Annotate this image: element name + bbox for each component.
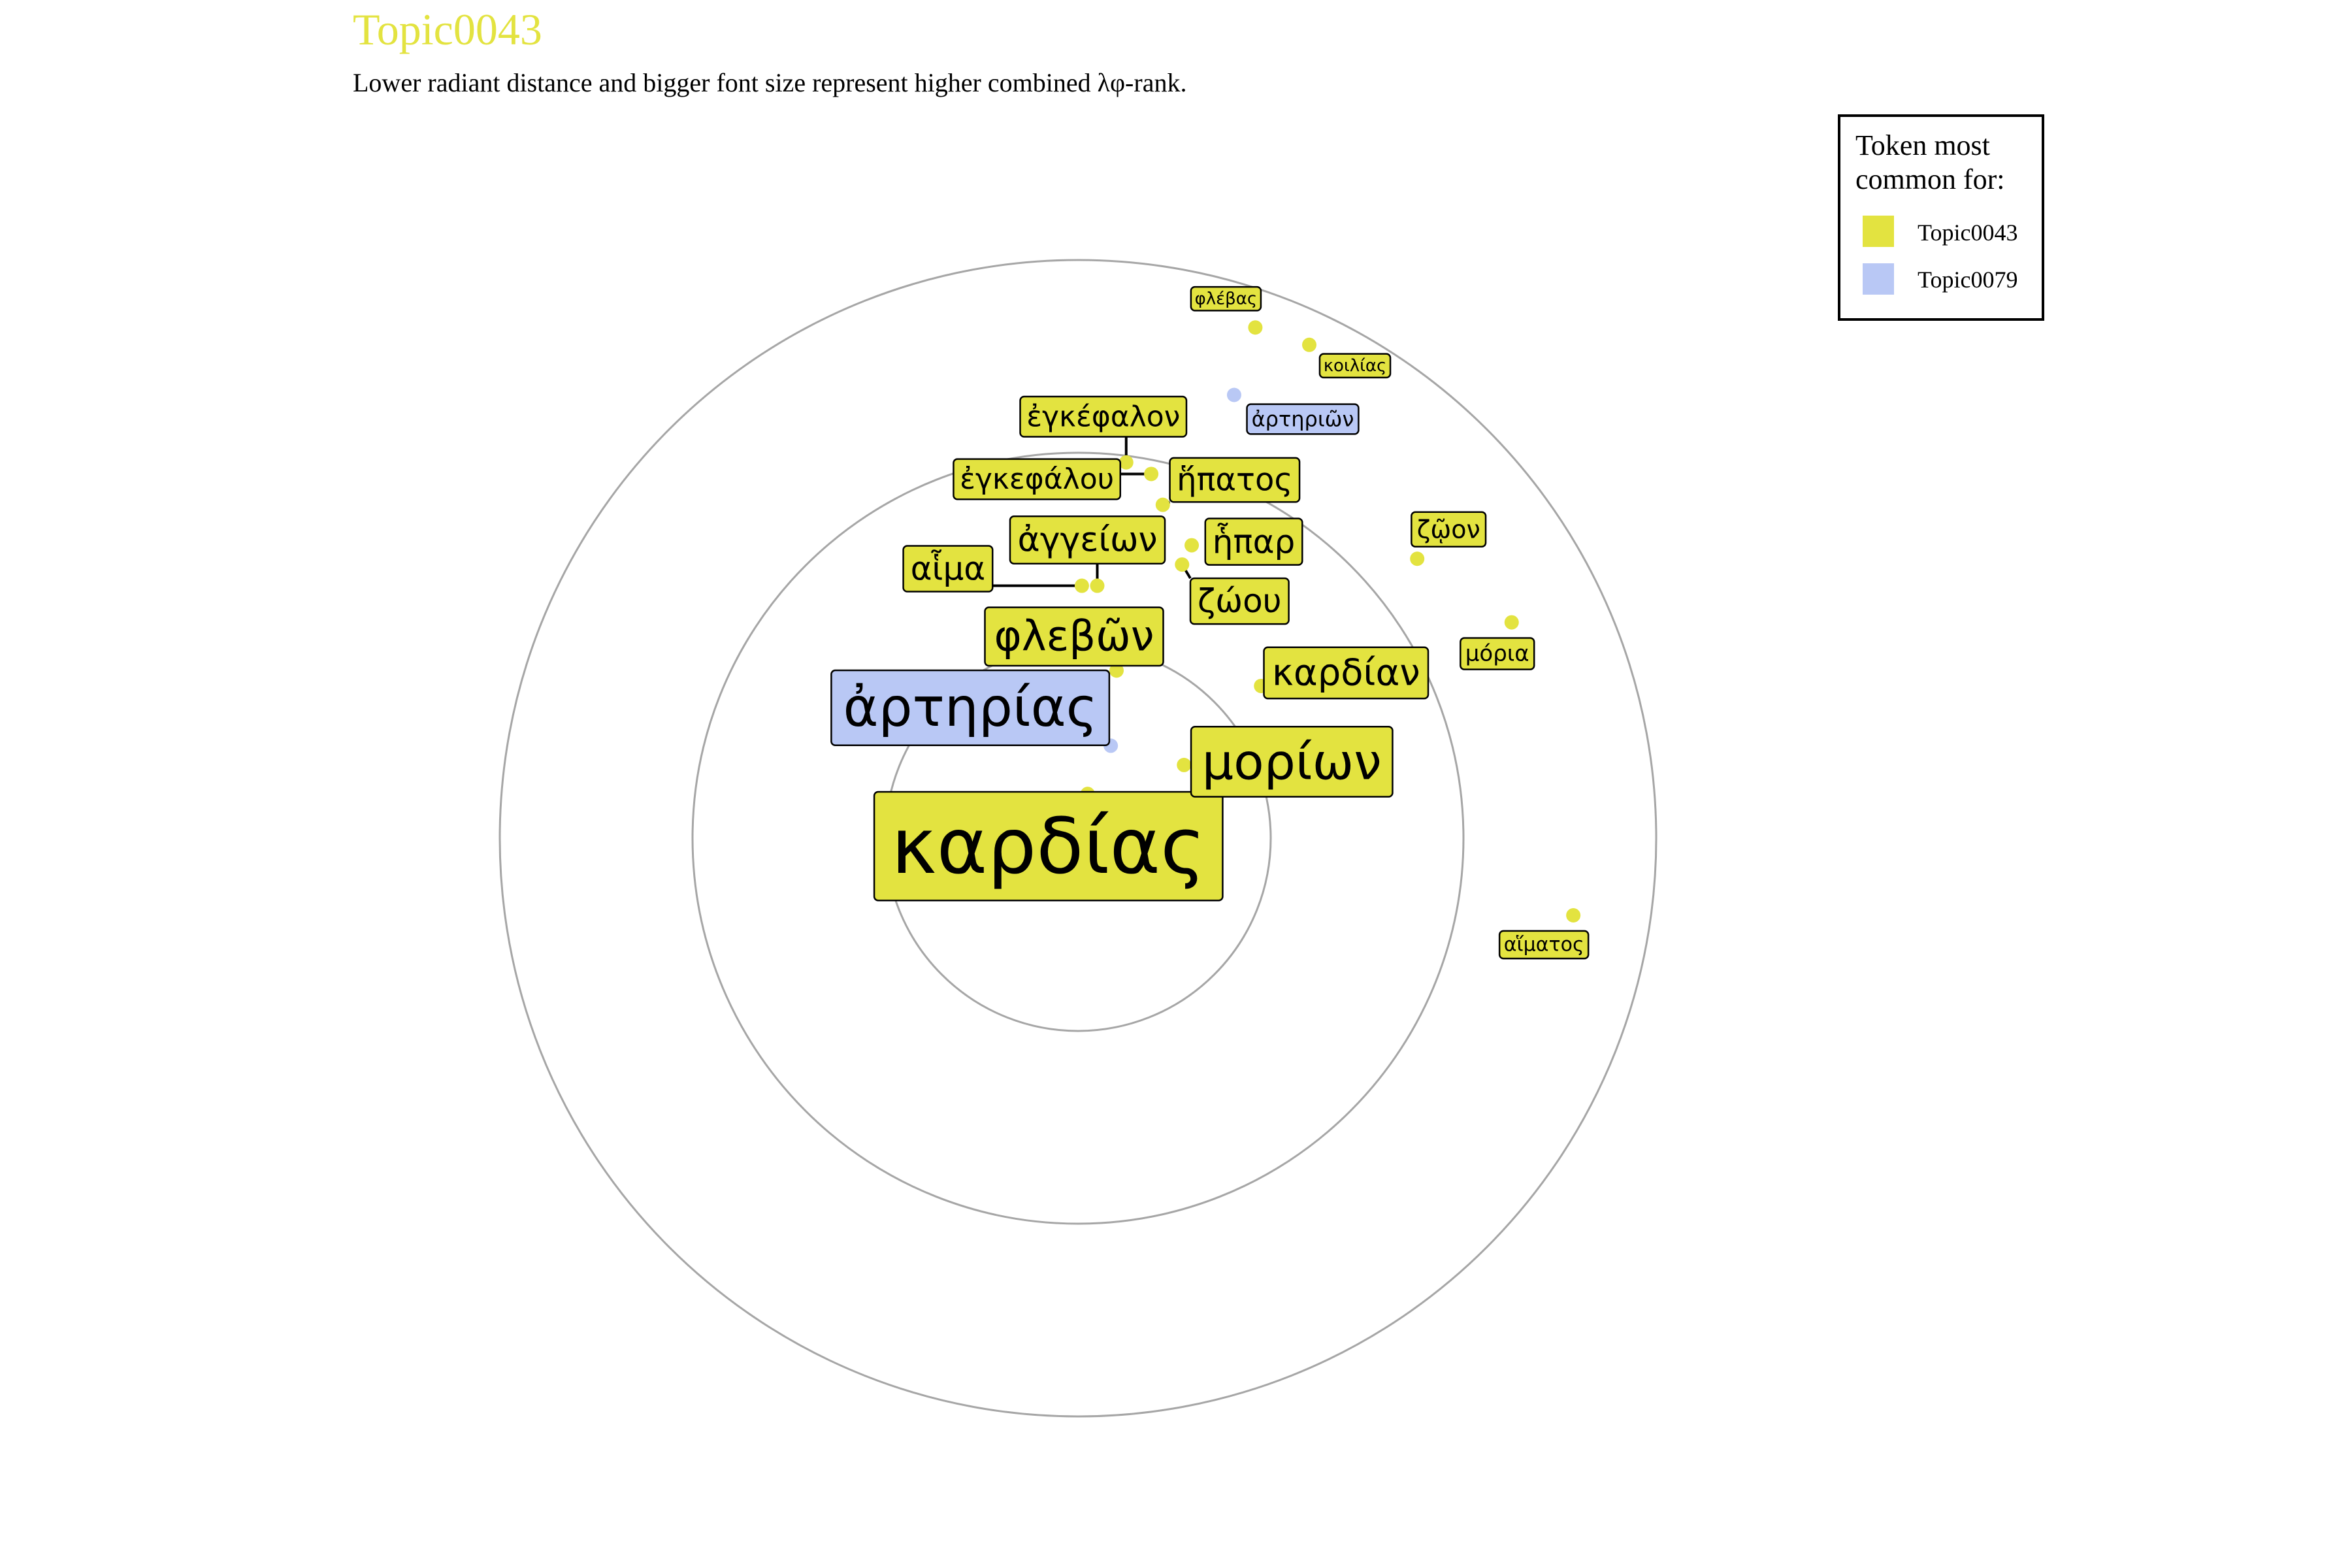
token-label-box [873,791,1224,902]
token-point [1144,466,1159,482]
token-label-box [953,458,1122,500]
token-label-text: καρδίαν [1272,651,1420,694]
token-label-text: ζῷον [1417,515,1480,544]
token-point [1566,908,1581,923]
token-label-box [1318,353,1392,379]
token-label-box [1498,930,1590,960]
token-point [1504,615,1519,630]
token-label-text: αἷμα [911,550,986,588]
token-label: ζώου [1189,577,1290,625]
chart-subtitle: Lower radiant distance and bigger font s… [353,68,1186,97]
token-label-box [1460,637,1535,670]
token-point [1175,557,1190,572]
token-label-text: ἧπαρ [1213,523,1296,561]
token-label: φλεβῶν [984,606,1164,667]
legend-label-topic0043: Topic0043 [1918,220,2017,246]
token-label: μόρια [1460,637,1535,670]
legend: Token most common for: Topic0043 Topic00… [1838,114,2044,321]
token-label-box [1169,457,1301,503]
token-label-text: ἥπατος [1177,462,1292,498]
token-point [1155,497,1170,512]
ring-3 [498,259,1658,1418]
token-label: ἀγγείων [1009,515,1166,565]
chart-title: Topic0043 [353,5,542,54]
token-label-box [1411,511,1487,548]
token-label-box [1189,577,1290,625]
token-point [1226,387,1241,402]
legend-swatch-topic0043 [1863,216,1894,247]
token-label-text: μόρια [1465,641,1529,667]
token-label: καρδίαν [1263,646,1429,700]
token-label-text: ἀγγείων [1017,521,1157,560]
token-label-text: ἐγκεφάλου [960,463,1114,496]
legend-title-line-1: Token most [1855,129,1990,161]
token-label: ἧπαρ [1204,517,1303,566]
token-label-text: κοιλίας [1324,356,1387,376]
token-point [1410,551,1425,566]
token-label-box [1009,515,1166,565]
token-label-box [1190,286,1262,312]
token-label-text: αἵματος [1504,934,1584,956]
token-point [1119,455,1134,470]
token-label-text: ἀρτηρίας [843,677,1097,739]
token-label: ἥπατος [1169,457,1301,503]
legend-swatch-topic0079 [1863,263,1894,295]
token-point [1109,663,1124,678]
token-label-text: ζώου [1198,582,1282,620]
token-label-box [984,606,1164,667]
token-point [1184,538,1200,553]
token-label: μορίων [1190,726,1394,798]
token-label: ἀρτηρίας [830,669,1111,746]
token-label-box [902,545,994,593]
token-point [1074,578,1089,593]
token-label: κοιλίας [1318,353,1392,379]
ring-2 [691,451,1465,1225]
token-label-text: ἀρτηριῶν [1252,407,1354,432]
token-label: αἷμα [902,545,994,593]
token-point [1090,578,1105,593]
token-label: ἐγκέφαλον [1019,395,1188,438]
token-label: ἐγκεφάλου [953,458,1122,500]
token-point [1302,337,1316,352]
token-label-text: μορίων [1202,732,1382,791]
token-label-box [830,669,1111,746]
token-label: φλέβας [1190,286,1262,312]
token-label-box [1263,646,1429,700]
token-label-box [1246,403,1360,435]
token-label-box [1204,517,1303,566]
token-label: ζῷον [1411,511,1487,548]
token-point [1248,320,1263,335]
token-label: ἀρτηριῶν [1246,403,1360,435]
token-label-text: ἐγκέφαλον [1026,400,1180,433]
token-point [1177,757,1192,772]
token-label-box [1190,726,1394,798]
token-label-text: φλέβας [1195,289,1258,308]
token-label: καρδίας [873,791,1224,902]
token-labels: καρδίας ἀρτηρίας μορίων φλεβῶν καρδίαν ζώου ἀγ… [830,286,1590,960]
token-label: αἵματος [1498,930,1590,960]
legend-label-topic0079: Topic0079 [1918,267,2017,293]
token-label-text: φλεβῶν [994,612,1154,661]
legend-title-line-2: common for: [1855,163,2005,195]
token-label-text: καρδίας [891,801,1205,891]
token-label-box [1019,395,1188,438]
